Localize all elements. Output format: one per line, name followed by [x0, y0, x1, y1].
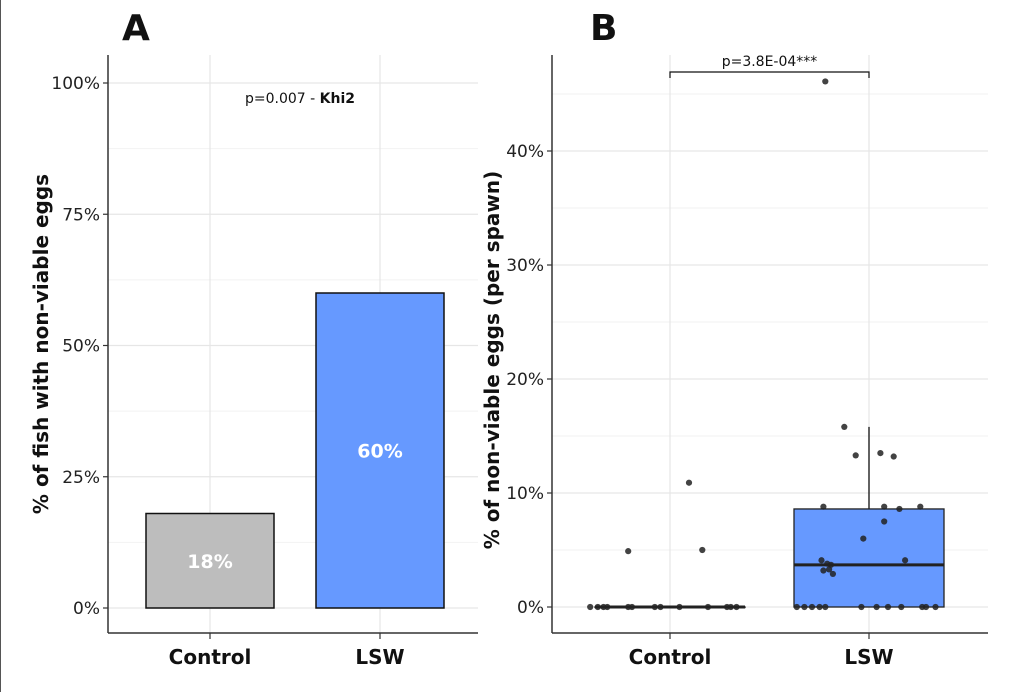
panel-label: B: [590, 8, 617, 49]
data-point-lsw: [932, 603, 939, 611]
data-point-lsw: [822, 78, 829, 85]
figure-left-border: [0, 0, 1, 692]
data-point-lsw: [818, 557, 825, 564]
data-point-control: [676, 603, 683, 611]
data-point-lsw: [858, 603, 865, 611]
data-point-lsw: [917, 503, 924, 510]
data-point-lsw: [826, 566, 833, 573]
data-point-lsw: [881, 518, 888, 525]
data-point-lsw: [820, 503, 827, 510]
data-point-lsw: [793, 603, 800, 611]
y-tick-label: 0%: [517, 598, 544, 618]
data-point-control: [625, 548, 632, 555]
data-point-control: [587, 603, 594, 611]
test-name: Khi2: [320, 91, 355, 107]
data-point-lsw: [801, 603, 808, 611]
significance-label: p=3.8E-04***: [722, 54, 818, 70]
data-point-lsw: [881, 503, 888, 510]
data-point-lsw: [822, 603, 829, 611]
data-point-lsw: [873, 603, 880, 611]
bar-value-label: 60%: [357, 441, 402, 463]
data-point-lsw: [902, 557, 909, 564]
data-point-lsw: [877, 450, 884, 457]
x-tick-label: Control: [169, 645, 252, 669]
bar-value-label: 18%: [187, 551, 232, 573]
box-lsw: [793, 508, 945, 608]
significance-bracket: [669, 71, 870, 78]
data-point-control: [727, 603, 734, 611]
data-point-lsw: [860, 535, 867, 542]
data-point-control: [685, 479, 693, 486]
x-tick-label: Control: [629, 645, 712, 669]
data-point-control: [604, 603, 611, 611]
data-point-lsw: [898, 603, 905, 611]
y-tick-label: 50%: [62, 337, 100, 357]
data-point-lsw: [808, 603, 816, 611]
bar-lsw: [315, 292, 445, 609]
data-point-lsw: [922, 603, 930, 611]
data-point-lsw: [816, 603, 823, 611]
bar-control: [145, 512, 275, 609]
data-point-control: [651, 603, 658, 611]
y-axis-title: % of fish with non-viable eggs: [29, 174, 53, 514]
data-point-control: [733, 603, 740, 611]
panel-b: 0% 10% 20% 30% 40% Control LSW % of non-viable …: [480, 8, 988, 669]
data-point-control: [657, 603, 664, 611]
y-axis-title: % of non-viable eggs (per spawn): [480, 171, 504, 550]
x-tick-label: LSW: [844, 645, 893, 669]
data-point-lsw: [820, 567, 827, 574]
x-tick-label: LSW: [355, 645, 404, 669]
data-point-control: [704, 603, 712, 611]
data-point-control: [594, 603, 601, 611]
y-tick-label: 0%: [73, 599, 100, 619]
data-point-lsw: [852, 452, 859, 459]
data-point-control: [699, 546, 706, 554]
data-point-lsw: [890, 453, 897, 460]
data-point-lsw: [841, 423, 848, 430]
p-value-text: p=0.007 -: [245, 91, 320, 107]
panel-label: A: [122, 8, 150, 49]
data-point-lsw: [896, 505, 903, 513]
y-tick-label: 75%: [62, 205, 100, 225]
y-tick-label: 20%: [506, 370, 544, 390]
y-tick-label: 100%: [51, 74, 100, 94]
data-point-control: [628, 603, 636, 611]
y-tick-label: 40%: [506, 142, 544, 162]
y-tick-label: 25%: [62, 468, 100, 488]
panel-a: 18% 60% 0% 25% 50% 75% 100% Control LSW % of fish…: [29, 8, 478, 669]
data-point-lsw: [829, 570, 837, 578]
p-value-annotation: p=0.007 - Khi2: [245, 91, 355, 107]
y-tick-label: 30%: [506, 256, 544, 276]
data-point-lsw: [884, 603, 892, 611]
y-tick-label: 10%: [506, 484, 544, 504]
